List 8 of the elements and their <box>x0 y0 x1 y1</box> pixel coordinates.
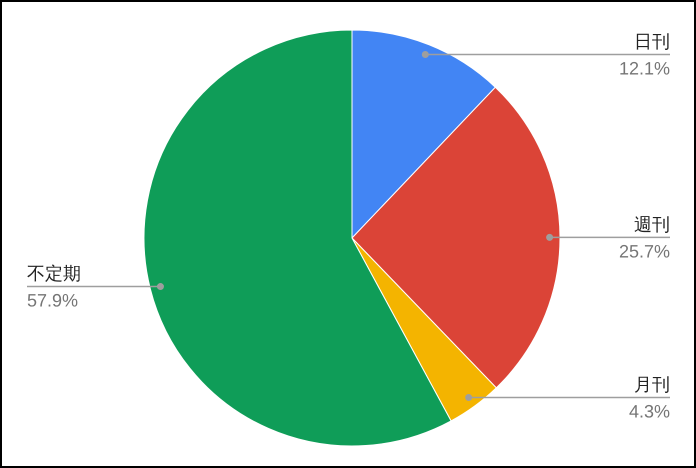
data-label: 57.9% <box>27 290 78 311</box>
slice-label: 月刊 <box>634 374 670 396</box>
data-label: 4.3% <box>628 401 670 422</box>
data-label: 25.7% <box>618 241 670 262</box>
slice-label: 不定期 <box>27 264 81 285</box>
data-label: 12.1% <box>618 58 670 79</box>
slice-label: 週刊 <box>634 214 670 236</box>
slice-label: 日刊 <box>634 32 670 53</box>
